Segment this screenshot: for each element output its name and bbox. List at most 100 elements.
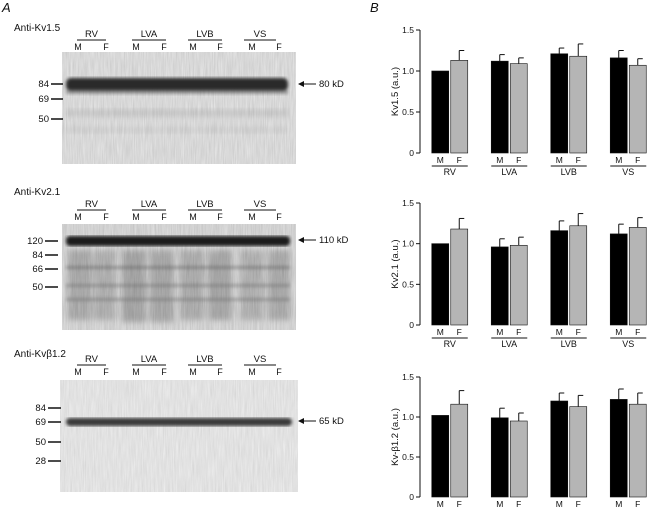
series-label: F	[457, 327, 462, 337]
bar	[550, 53, 569, 154]
bar	[569, 406, 588, 498]
blot-kv21: Anti-Kv2.1 RV M F LVA M F LVB M F VS M F	[14, 187, 349, 330]
y-tick-label: 0	[409, 148, 414, 158]
category-label: RV	[444, 167, 456, 177]
y-tick-label: 1.5	[402, 198, 414, 208]
lane-label-m: M	[132, 212, 140, 222]
series-label: M	[437, 155, 444, 165]
group-label: RV	[85, 199, 99, 210]
bar	[431, 70, 450, 154]
category-label: LVA	[501, 339, 517, 349]
lane-label-f: F	[103, 42, 109, 52]
lane-label-m: M	[248, 212, 256, 222]
y-tick-label: 0.5	[402, 279, 414, 289]
lane-label-f: F	[161, 42, 167, 52]
lane-label-m: M	[132, 42, 140, 52]
lane-label-f: F	[161, 367, 167, 377]
group-label: LVB	[196, 199, 213, 210]
category-label: LVA	[501, 167, 517, 177]
lane-label-f: F	[276, 42, 282, 52]
bar	[431, 415, 450, 498]
bar	[490, 417, 509, 498]
group-label: LVB	[196, 354, 213, 365]
y-axis-label: Kv2.1 (a.u.)	[390, 239, 401, 288]
category-label: LVB	[561, 167, 577, 177]
blot-title: Anti-Kv2.1	[14, 187, 61, 198]
lane-header: RV M F LVA M F LVB M F VS M F	[74, 354, 282, 377]
bar	[509, 420, 528, 498]
mw-marker: 28	[35, 456, 46, 467]
series-label: M	[615, 327, 622, 337]
lane-label-m: M	[248, 367, 256, 377]
group-label: LVB	[196, 29, 213, 40]
bar	[509, 244, 528, 326]
y-tick-label: 0	[409, 320, 414, 330]
bar	[450, 60, 469, 154]
category-label: LVB	[561, 339, 577, 349]
series-label: F	[457, 499, 462, 507]
blot-bands	[66, 418, 292, 426]
group-label: VS	[254, 354, 267, 365]
lane-label-f: F	[103, 212, 109, 222]
series-label: F	[576, 155, 581, 165]
mw-marker: 69	[38, 94, 49, 105]
lane-label-m: M	[74, 212, 82, 222]
group-label: RV	[85, 29, 99, 40]
bar	[609, 399, 628, 498]
series-label: M	[615, 499, 622, 507]
lane-label-m: M	[132, 367, 140, 377]
bar-chart-3: 00.51.01.5Kv-β1.2 (a.u.)MFRVMFLVAMFLVBMF…	[390, 372, 647, 507]
series-label: F	[457, 155, 462, 165]
blot-kvb12: Anti-Kvβ1.2 RV M F LVA M F LVB M F VS M …	[14, 349, 344, 492]
mw-marker: 66	[32, 264, 43, 275]
category-label: VS	[622, 339, 634, 349]
series-label: M	[615, 155, 622, 165]
mw-marker: 50	[35, 437, 46, 448]
series-label: M	[496, 327, 503, 337]
group-label: LVA	[141, 354, 158, 365]
blot-kv15: Anti-Kv1.5 RV M F LVA M F LVB M F VS M F	[14, 23, 344, 164]
bar	[450, 403, 469, 498]
series-label: M	[556, 155, 563, 165]
lane-label-f: F	[217, 367, 223, 377]
category-label: VS	[622, 167, 634, 177]
bar	[431, 243, 450, 326]
bar	[490, 60, 509, 154]
series-label: M	[437, 327, 444, 337]
bar	[628, 64, 647, 154]
series-label: M	[556, 327, 563, 337]
y-tick-label: 1.5	[402, 25, 414, 35]
series-label: F	[635, 327, 640, 337]
lane-label-f: F	[217, 212, 223, 222]
y-axis-label: Kv-β1.2 (a.u.)	[390, 408, 401, 466]
lane-label-m: M	[189, 42, 197, 52]
band-label: 110 kD	[319, 235, 349, 246]
bar	[609, 233, 628, 326]
category-label: RV	[444, 339, 456, 349]
lane-label-f: F	[276, 212, 282, 222]
lane-label-f: F	[276, 367, 282, 377]
y-tick-label: 1.5	[402, 372, 414, 382]
lane-label-f: F	[103, 367, 109, 377]
lane-label-f: F	[161, 212, 167, 222]
y-tick-label: 0.5	[402, 452, 414, 462]
mw-marker: 84	[35, 403, 46, 414]
series-label: M	[496, 499, 503, 507]
bar	[550, 230, 569, 326]
lane-label-f: F	[217, 42, 223, 52]
series-label: M	[496, 155, 503, 165]
y-tick-label: 1.0	[402, 239, 414, 249]
series-label: F	[516, 155, 521, 165]
panel-label-a: A	[1, 0, 11, 15]
mw-marker: 69	[35, 417, 46, 428]
mw-marker: 84	[32, 250, 43, 261]
blot-bands	[66, 236, 290, 246]
band-label: 80 kD	[319, 79, 344, 90]
blot-bands	[66, 78, 288, 94]
bar	[490, 246, 509, 326]
mw-marker: 120	[27, 236, 43, 247]
group-label: VS	[254, 199, 267, 210]
